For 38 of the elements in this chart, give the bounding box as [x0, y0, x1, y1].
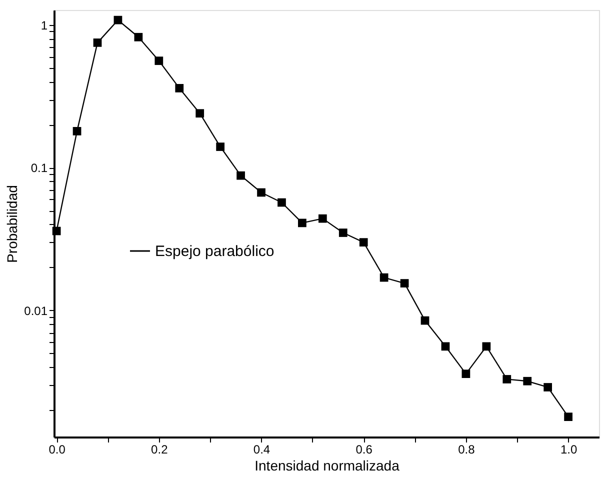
point: [196, 109, 204, 118]
point: [502, 375, 512, 384]
point: [114, 16, 122, 24]
legend-label: Espejo parabólico: [155, 243, 274, 260]
y-tick-label: 0.1: [30, 161, 48, 176]
point: [523, 376, 532, 386]
point: [236, 171, 245, 180]
point: [462, 370, 470, 378]
point: [482, 342, 491, 351]
point: [216, 142, 224, 151]
point: [93, 38, 102, 47]
x-tick-label: 0.8: [458, 442, 476, 456]
point: [134, 32, 143, 42]
point: [298, 218, 306, 228]
x-tick-label: 0.6: [356, 442, 373, 456]
point: [359, 238, 368, 246]
x-tick-label: 1.0: [560, 442, 578, 456]
point: [380, 273, 388, 282]
point: [72, 127, 82, 136]
y-tick-label: 0.01: [24, 304, 48, 318]
point: [52, 226, 61, 236]
point: [257, 188, 266, 197]
point: [318, 214, 327, 223]
point: [441, 342, 450, 351]
point: [564, 412, 572, 421]
x-axis-title: Intensidad normalizada: [254, 458, 400, 474]
y-tick-label: 1: [40, 18, 48, 32]
x-tick-label: 0.2: [151, 442, 168, 456]
point: [544, 383, 552, 392]
x-tick-label: 0.0: [48, 442, 66, 456]
point: [278, 198, 286, 207]
point: [338, 228, 348, 237]
x-tick-label: 0.4: [253, 442, 270, 456]
point: [400, 279, 409, 288]
y-axis-title: Probabilidad: [4, 185, 20, 263]
point: [175, 84, 184, 92]
point: [154, 56, 164, 65]
point: [420, 316, 430, 325]
